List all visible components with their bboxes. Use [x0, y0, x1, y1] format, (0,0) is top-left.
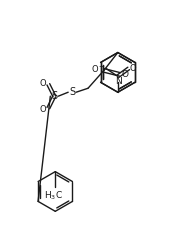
Text: S: S: [69, 87, 75, 97]
Text: O$^-$: O$^-$: [91, 63, 105, 74]
Text: O: O: [40, 105, 46, 114]
Text: O: O: [122, 70, 129, 79]
Text: H$_3$C: H$_3$C: [44, 190, 63, 202]
Text: N: N: [115, 77, 122, 86]
Text: O: O: [130, 64, 136, 73]
Text: S: S: [51, 91, 57, 101]
Text: O: O: [40, 79, 46, 88]
